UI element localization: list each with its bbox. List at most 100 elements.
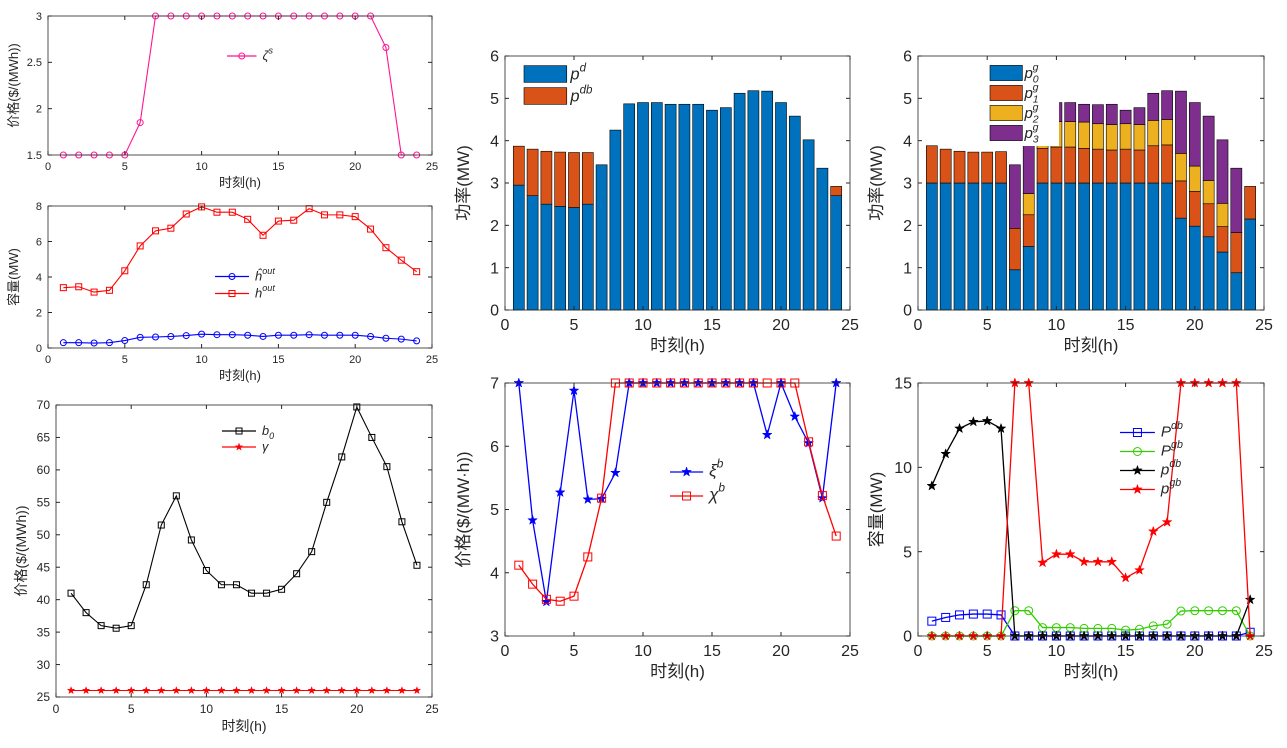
point-price-xi-chi-s0-x19 — [761, 429, 773, 440]
bar-power-pg-s1-x12 — [1078, 147, 1090, 184]
bar-power-pg-s1-x10 — [1050, 146, 1063, 184]
point-capacity-small-s0-x15 — [274, 331, 282, 339]
legend-marker-price-xi-chi-0 — [681, 466, 693, 477]
point-capacity-small-s1-x13 — [244, 215, 252, 223]
point-capacity-large-s2-x16 — [1133, 630, 1145, 641]
bar-power-pg-s0-x13 — [1092, 182, 1104, 311]
point-capacity-large-s3-x23 — [1230, 377, 1242, 388]
ylabel-capacity-small: 容量(MW) — [6, 248, 21, 306]
ytick-label-price-xi-chi-0: 3 — [490, 629, 499, 646]
point-capacity-large-s3-x14 — [1106, 556, 1118, 567]
point-capacity-small-s0-x12 — [228, 331, 236, 339]
bar-power-pd-s0-x10 — [637, 102, 649, 311]
point-price-b0-s1-x24 — [412, 685, 422, 695]
bar-power-pd-s0-x5 — [568, 207, 580, 311]
legend-marker-capacity-large-3 — [1131, 483, 1143, 495]
bar-power-pg-s1-x15 — [1119, 148, 1132, 184]
xtick-label-capacity-large-5: 25 — [1255, 643, 1273, 660]
legend-label-zeta-0: ζs — [263, 46, 274, 63]
legend-swatch-power-pd-0 — [523, 65, 568, 83]
point-capacity-large-s3-x9 — [1037, 556, 1049, 568]
point-capacity-small-s1-x9 — [182, 210, 190, 218]
point-price-b0-s0-x17 — [308, 548, 316, 556]
point-capacity-large-s1-x21 — [1204, 606, 1214, 616]
point-price-b0-s1-x5 — [126, 685, 136, 695]
point-price-xi-chi-s1-x7 — [597, 493, 607, 503]
bar-power-pg-s3-x12 — [1078, 103, 1090, 123]
xtick-label-capacity-small-2: 10 — [195, 354, 207, 366]
point-zeta-s0-x6 — [136, 119, 144, 127]
point-capacity-large-s1-x18 — [1162, 619, 1172, 629]
point-capacity-large-s2-x14 — [1106, 630, 1118, 641]
point-capacity-small-s0-x11 — [213, 331, 221, 339]
point-capacity-large-s2-x6 — [995, 422, 1007, 434]
point-price-b0-s0-x21 — [368, 433, 376, 441]
point-price-b0-s0-x15 — [278, 585, 286, 593]
point-capacity-small-s1-x4 — [105, 286, 113, 294]
bar-power-pg-s1-x8 — [1022, 214, 1035, 247]
point-price-b0-s1-x15 — [277, 685, 286, 695]
point-capacity-small-s1-x21 — [367, 225, 375, 233]
point-capacity-large-s2-x13 — [1092, 630, 1104, 641]
point-capacity-small-s0-x22 — [382, 334, 390, 342]
xtick-label-power-pg-5: 25 — [1255, 317, 1273, 334]
ytick-label-price-b0-4: 45 — [37, 560, 51, 574]
xtick-label-power-pd-2: 10 — [634, 317, 652, 334]
point-capacity-small-s0-x18 — [320, 331, 328, 339]
point-capacity-small-s0-x21 — [367, 332, 375, 340]
point-capacity-small-s0-x16 — [290, 331, 298, 339]
point-price-b0-s1-x21 — [367, 685, 377, 695]
legend-swatch-power-pg-3 — [989, 125, 1023, 141]
bar-power-pg-s3-x22 — [1216, 139, 1229, 204]
bar-power-pd-s0-x20 — [775, 102, 787, 311]
legend-marker-capacity-large-2 — [1131, 464, 1143, 476]
point-price-b0-s1-x16 — [292, 685, 301, 695]
point-capacity-large-s2-x2 — [940, 448, 952, 459]
ytick-label-price-b0-9: 70 — [37, 398, 51, 412]
legend-label-power-pd-1: pdb — [569, 84, 593, 105]
point-capacity-large-s0-x4 — [968, 609, 978, 619]
chart-price-b0: 0 5 10 15 20 25 25 30 35 40 45 50 55 60 65 70 时刻(h) 价格($/… — [13, 398, 439, 734]
point-capacity-large-s0-x1 — [927, 616, 937, 626]
bar-power-pd-s0-x13 — [678, 103, 691, 311]
point-capacity-large-s2-x11 — [1064, 630, 1076, 641]
bar-power-pd-s0-x8 — [609, 129, 622, 311]
bar-power-pd-s1-x1 — [512, 145, 525, 186]
bar-power-pg-s1-x19 — [1175, 180, 1187, 219]
point-price-xi-chi-s0-x2 — [527, 514, 539, 525]
point-capacity-large-s3-x21 — [1203, 377, 1215, 388]
point-price-b0-s1-x3 — [96, 685, 106, 695]
point-capacity-small-s1-x12 — [228, 208, 236, 216]
xtick-label-price-b0-1: 5 — [128, 702, 135, 716]
bar-power-pd-s0-x7 — [595, 164, 608, 311]
ytick-label-capacity-small-3: 6 — [36, 236, 42, 248]
bar-power-pg-s2-x17 — [1147, 120, 1160, 147]
bar-power-pd-s0-x11 — [650, 102, 663, 311]
bar-power-pd-s1-x3 — [540, 150, 553, 205]
point-price-b0-s0-x1 — [67, 589, 75, 597]
ytick-label-price-b0-0: 25 — [37, 690, 51, 704]
xtick-label-power-pg-4: 20 — [1186, 317, 1204, 334]
legend-label-capacity-large-3: pgb — [1160, 477, 1181, 498]
point-capacity-small-s0-x8 — [167, 332, 175, 340]
point-capacity-large-s2-x22 — [1216, 630, 1228, 641]
bar-power-pg-s3-x23 — [1230, 167, 1243, 233]
xlabel-zeta: 时刻(h) — [219, 175, 261, 190]
ytick-label-capacity-small-4: 8 — [36, 201, 42, 213]
point-capacity-large-s3-x10 — [1050, 548, 1062, 559]
legend-marker-capacity-small-0 — [228, 273, 236, 280]
point-capacity-large-s3-x13 — [1092, 556, 1104, 567]
point-capacity-small-s0-x17 — [305, 331, 313, 339]
xtick-label-capacity-small-3: 15 — [272, 354, 284, 366]
bar-power-pg-s1-x9 — [1036, 147, 1049, 184]
point-price-xi-chi-s1-x1 — [514, 560, 524, 570]
point-capacity-small-s0-x1 — [59, 339, 67, 347]
point-capacity-large-s2-x1 — [926, 480, 938, 491]
bar-power-pg-s1-x14 — [1105, 149, 1118, 184]
bar-power-pg-s3-x14 — [1105, 103, 1118, 125]
point-capacity-small-s0-x23 — [397, 335, 405, 343]
bar-power-pg-s2-x8 — [1022, 193, 1035, 216]
xtick-label-power-pd-0: 0 — [501, 317, 510, 334]
